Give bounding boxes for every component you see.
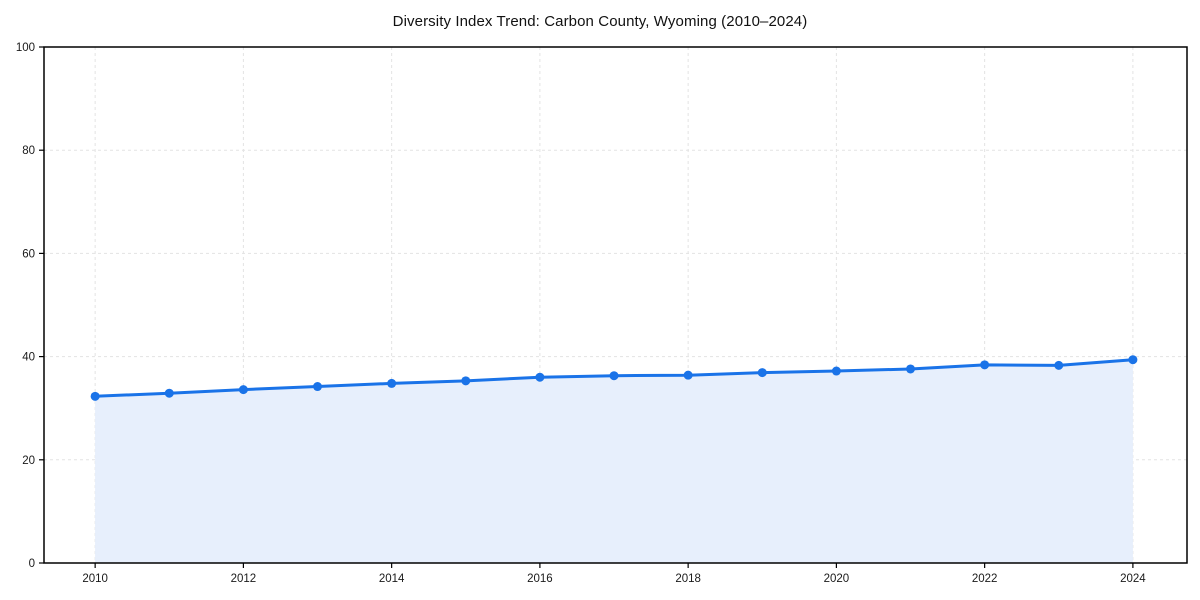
- data-point-marker: [757, 368, 767, 378]
- y-tick-label: 80: [22, 145, 35, 157]
- x-tick-label: 2024: [1120, 573, 1146, 585]
- data-point-marker: [461, 376, 471, 386]
- y-tick-label: 20: [22, 455, 35, 467]
- data-point-marker: [1128, 355, 1138, 365]
- x-tick-label: 2016: [527, 573, 553, 585]
- data-point-marker: [980, 360, 990, 370]
- data-point-marker: [906, 364, 916, 374]
- x-tick-label: 2014: [379, 573, 405, 585]
- y-tick-label: 100: [16, 42, 35, 54]
- plot-border: [43, 46, 1188, 564]
- data-point-marker: [609, 371, 619, 381]
- data-point-marker: [90, 391, 100, 401]
- x-tick-label: 2012: [231, 573, 257, 585]
- data-point-marker: [238, 385, 248, 395]
- data-point-marker: [313, 382, 323, 392]
- x-tick-label: 2020: [824, 573, 850, 585]
- data-point-marker: [164, 388, 174, 398]
- y-tick-label: 0: [29, 558, 35, 570]
- data-point-marker: [683, 370, 693, 380]
- data-point-marker: [535, 372, 545, 382]
- x-tick-label: 2022: [972, 573, 998, 585]
- y-tick-label: 40: [22, 352, 35, 364]
- chart-title: Diversity Index Trend: Carbon County, Wy…: [392, 13, 808, 30]
- x-tick-label: 2010: [82, 573, 108, 585]
- y-tick-label: 60: [22, 248, 35, 260]
- data-point-marker: [387, 378, 397, 388]
- data-point-marker: [1054, 360, 1064, 370]
- data-point-marker: [831, 366, 841, 376]
- x-tick-label: 2018: [675, 573, 701, 585]
- series-area-fill: [95, 359, 1133, 563]
